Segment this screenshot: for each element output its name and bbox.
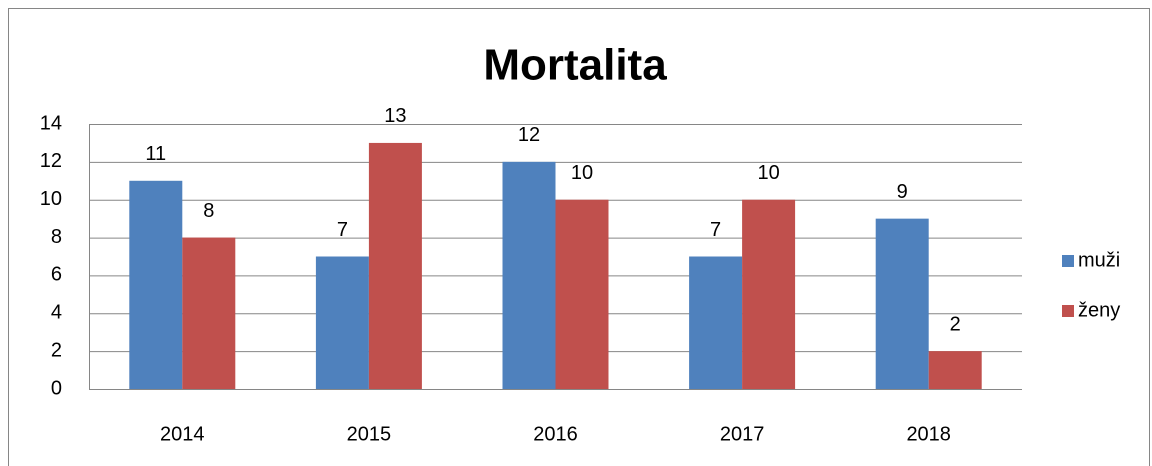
data-label: 10 (571, 162, 593, 184)
y-tick-label: 8 (51, 226, 62, 248)
y-tick-label: 4 (51, 302, 62, 324)
x-tick-label: 2015 (347, 423, 392, 445)
y-tick-label: 6 (51, 264, 62, 286)
data-label: 12 (518, 124, 540, 146)
bar (368, 142, 422, 389)
bar (875, 218, 929, 389)
y-tick-label: 0 (51, 377, 62, 399)
data-label: 13 (384, 105, 406, 127)
bar (742, 199, 796, 389)
legend-label: muži (1078, 249, 1120, 271)
y-tick-label: 12 (40, 150, 62, 172)
x-tick-label: 2017 (720, 423, 765, 445)
legend-swatch (1062, 305, 1074, 317)
x-tick-label: 2016 (533, 423, 578, 445)
data-label: 8 (203, 200, 214, 222)
legend-swatch (1062, 255, 1074, 267)
data-label: 7 (710, 219, 721, 241)
y-tick-label: 2 (51, 339, 62, 361)
data-label: 10 (757, 162, 779, 184)
legend-label: ženy (1078, 299, 1120, 321)
chart-title: Mortalita (483, 41, 667, 90)
bar (689, 256, 743, 389)
bar (555, 199, 609, 389)
y-tick-label: 10 (40, 188, 62, 210)
data-label: 9 (897, 181, 908, 203)
bar (315, 256, 369, 389)
x-tick-label: 2018 (906, 423, 951, 445)
data-label: 2 (950, 313, 961, 335)
data-label: 11 (145, 143, 166, 165)
y-tick-label: 14 (40, 112, 62, 134)
bar (129, 180, 183, 389)
bar (502, 161, 556, 389)
bar (928, 351, 982, 389)
bar (182, 237, 236, 389)
x-tick-label: 2014 (160, 423, 205, 445)
data-label: 7 (337, 219, 348, 241)
